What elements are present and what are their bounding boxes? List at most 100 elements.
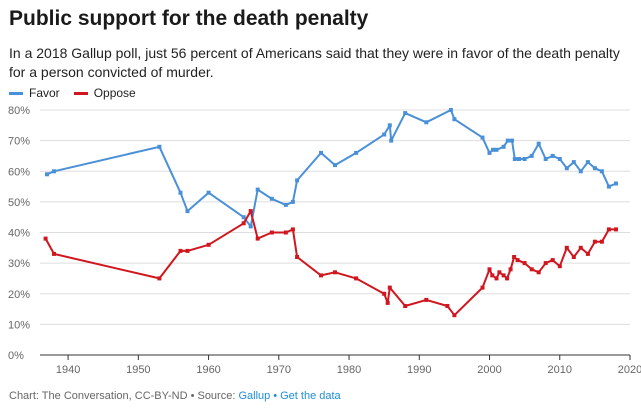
data-point-oppose bbox=[543, 261, 548, 266]
data-point-oppose bbox=[206, 242, 211, 247]
data-point-favor bbox=[505, 138, 510, 143]
data-point-oppose bbox=[529, 267, 534, 272]
data-point-oppose bbox=[505, 276, 510, 281]
legend-swatch-favor bbox=[9, 91, 23, 95]
data-point-oppose bbox=[387, 285, 392, 290]
x-tick-label: 1970 bbox=[267, 364, 291, 376]
data-point-favor bbox=[592, 166, 597, 171]
legend-label-favor: Favor bbox=[29, 86, 60, 100]
data-point-oppose bbox=[614, 227, 618, 232]
data-point-oppose bbox=[557, 264, 562, 269]
data-point-oppose bbox=[382, 291, 387, 296]
data-point-oppose bbox=[319, 273, 323, 278]
data-point-oppose bbox=[501, 273, 506, 278]
x-tick-label: 2010 bbox=[548, 364, 572, 376]
data-point-oppose bbox=[515, 258, 520, 263]
data-point-oppose bbox=[178, 248, 183, 253]
x-tick-label: 2020 bbox=[618, 364, 641, 376]
data-point-favor bbox=[614, 181, 618, 186]
data-point-favor bbox=[543, 157, 548, 161]
series-line-favor bbox=[46, 109, 617, 228]
chart-footer: Chart: The Conversation, CC-BY-ND • Sour… bbox=[9, 390, 341, 402]
y-tick-label: 20% bbox=[8, 289, 30, 301]
data-point-oppose bbox=[269, 230, 274, 235]
data-point-favor bbox=[333, 163, 337, 168]
legend-item-favor: Favor bbox=[9, 86, 60, 100]
data-point-favor bbox=[480, 135, 485, 140]
footer-credit: Chart: The Conversation, CC-BY-ND • Sour… bbox=[9, 390, 239, 402]
data-point-favor bbox=[585, 160, 590, 165]
data-point-oppose bbox=[385, 300, 390, 305]
data-point-favor bbox=[452, 117, 457, 122]
chart-subtitle: In a 2018 Gallup poll, just 56 percent o… bbox=[9, 45, 620, 80]
y-tick-label: 80% bbox=[8, 105, 30, 117]
data-point-favor bbox=[319, 150, 323, 155]
data-point-favor bbox=[269, 196, 274, 201]
y-tick-label: 60% bbox=[8, 166, 30, 178]
data-point-favor bbox=[52, 169, 56, 174]
legend-item-oppose: Oppose bbox=[73, 86, 136, 100]
data-point-oppose bbox=[43, 236, 48, 241]
x-tick-label: 1940 bbox=[56, 364, 80, 376]
data-point-oppose bbox=[487, 267, 492, 272]
x-tick-label: 1960 bbox=[196, 364, 220, 376]
data-point-oppose bbox=[52, 251, 56, 256]
legend-swatch-oppose bbox=[73, 91, 88, 95]
data-point-favor bbox=[157, 144, 162, 149]
data-point-favor bbox=[283, 202, 288, 207]
data-point-oppose bbox=[599, 239, 604, 244]
data-point-oppose bbox=[585, 251, 590, 256]
data-point-favor bbox=[295, 178, 300, 183]
data-point-oppose bbox=[185, 248, 190, 253]
y-tick-label: 10% bbox=[8, 319, 30, 331]
data-point-oppose bbox=[536, 270, 541, 275]
data-point-oppose bbox=[445, 304, 450, 308]
data-point-oppose bbox=[248, 209, 253, 214]
data-point-favor bbox=[206, 190, 211, 195]
data-point-oppose bbox=[255, 236, 260, 241]
data-point-favor bbox=[387, 123, 392, 128]
data-point-favor bbox=[571, 160, 576, 165]
data-point-oppose bbox=[295, 255, 300, 259]
x-tick-label: 1950 bbox=[126, 364, 150, 376]
data-point-favor bbox=[557, 157, 562, 161]
footer-separator: • bbox=[273, 390, 278, 402]
data-point-favor bbox=[517, 157, 521, 161]
data-point-oppose bbox=[512, 255, 517, 259]
data-point-favor bbox=[255, 187, 260, 192]
chart-title: Public support for the death penalty bbox=[9, 7, 369, 30]
data-point-oppose bbox=[157, 276, 162, 281]
x-tick-label: 1990 bbox=[407, 364, 431, 376]
y-tick-label: 40% bbox=[8, 228, 30, 240]
data-point-favor bbox=[606, 184, 611, 189]
data-point-favor bbox=[45, 172, 49, 177]
data-point-favor bbox=[487, 150, 492, 155]
data-point-favor bbox=[501, 144, 506, 149]
data-point-oppose bbox=[497, 270, 502, 275]
data-point-favor bbox=[389, 138, 394, 143]
data-point-favor bbox=[512, 157, 517, 161]
get-data-link[interactable]: Get the data bbox=[280, 390, 341, 402]
data-point-favor bbox=[564, 166, 569, 171]
data-point-oppose bbox=[494, 276, 499, 281]
line-chart: 0% 10% 20% 30% 40% 50% 60% 70% 80% 1940 1950 1960 19… bbox=[8, 105, 641, 376]
y-tick-label: 50% bbox=[8, 197, 30, 209]
data-point-favor bbox=[448, 108, 453, 112]
x-tick-label: 2000 bbox=[477, 364, 501, 376]
data-point-favor bbox=[522, 157, 527, 161]
data-point-favor bbox=[241, 215, 246, 220]
data-point-oppose bbox=[592, 239, 597, 244]
data-point-oppose bbox=[578, 245, 583, 250]
data-point-favor bbox=[424, 120, 429, 125]
data-point-oppose bbox=[283, 230, 288, 235]
data-point-oppose bbox=[564, 245, 569, 250]
data-point-favor bbox=[510, 138, 514, 143]
data-point-oppose bbox=[480, 285, 485, 290]
data-point-oppose bbox=[452, 313, 457, 318]
source-link[interactable]: Gallup bbox=[238, 390, 271, 402]
data-point-oppose bbox=[490, 273, 495, 278]
y-tick-label: 30% bbox=[8, 258, 30, 270]
data-point-oppose bbox=[354, 276, 359, 281]
data-point-favor bbox=[536, 141, 541, 146]
data-point-favor bbox=[178, 190, 183, 195]
